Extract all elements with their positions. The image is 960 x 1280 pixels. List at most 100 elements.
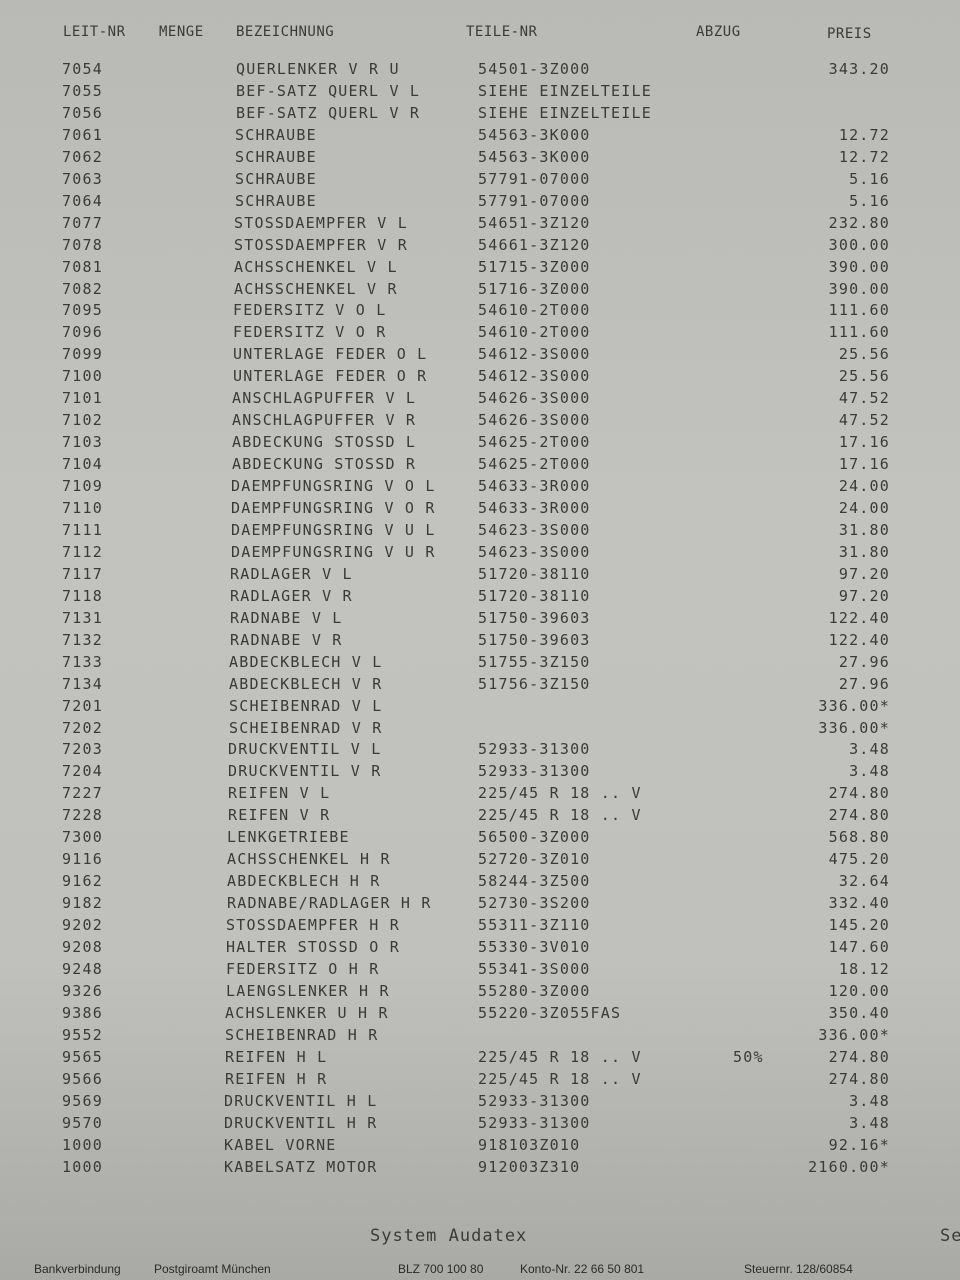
cell-teile-nr: 51756-3Z150 [478, 674, 591, 693]
table-row: 7117 RADLAGER V L 51720-38110 97.20 [0, 565, 960, 587]
cell-leit-nr: 9386 [62, 1003, 103, 1022]
cell-teile-nr: 54626-3S000 [478, 389, 591, 408]
cell-preis: 27.96 [838, 674, 890, 693]
cell-teile-nr: 54623-3S000 [478, 542, 591, 561]
cell-bezeichnung: ABDECKBLECH V L [229, 652, 383, 671]
table-row: 9182 RADNABE/RADLAGER H R 52730-3S200 332.4… [0, 894, 960, 916]
table-row: 7133 ABDECKBLECH V L 51755-3Z150 27.96 [0, 653, 960, 675]
cell-bezeichnung: REIFEN H L [225, 1047, 328, 1066]
cell-preis: 2160.00* [808, 1157, 890, 1176]
table-row: 9116 ACHSSCHENKEL H R 52720-3Z010 475.20 [0, 850, 960, 872]
table-row: 7109 DAEMPFUNGSRING V O L 54633-3R000 24.00 [0, 477, 960, 499]
footer-system: System Audatex [370, 1226, 528, 1246]
cell-bezeichnung: RADLAGER V R [230, 586, 353, 605]
cell-bezeichnung: LENKGETRIEBE [227, 828, 350, 847]
cell-bezeichnung: SCHRAUBE [235, 169, 317, 188]
table-row: 9202 STOSSDAEMPFER H R 55311-3Z110 145.20 [0, 916, 960, 938]
table-row: 7111 DAEMPFUNGSRING V U L 54623-3S000 31.80 [0, 521, 960, 543]
cell-teile-nr: 55220-3Z055FAS [478, 1003, 622, 1022]
cell-leit-nr: 7103 [62, 433, 103, 452]
cell-leit-nr: 7100 [62, 367, 103, 386]
table-row: 7228 REIFEN V R 225/45 R 18 .. V 274.80 [0, 806, 960, 828]
cell-bezeichnung: ACHSLENKER U H R [225, 1003, 389, 1022]
cell-teile-nr: 54610-2T000 [478, 301, 591, 320]
cell-leit-nr: 7117 [62, 564, 103, 583]
cell-bezeichnung: RADNABE/RADLAGER H R [227, 894, 432, 913]
cell-bezeichnung: SCHRAUBE [235, 147, 317, 166]
cell-leit-nr: 7133 [62, 652, 103, 671]
cell-bezeichnung: DRUCKVENTIL V L [228, 740, 382, 759]
cell-preis: 390.00 [828, 257, 890, 276]
table-row: 7300 LENKGETRIEBE 56500-3Z000 568.80 [0, 828, 960, 850]
cell-preis: 274.80 [828, 1047, 890, 1066]
table-row: 7102 ANSCHLAGPUFFER V R 54626-3S000 47.52 [0, 411, 960, 433]
table-row: 9326 LAENGSLENKER H R 55280-3Z000 120.00 [0, 982, 960, 1004]
cell-preis: 3.48 [849, 1091, 890, 1110]
cell-teile-nr: 57791-07000 [478, 191, 591, 210]
table-row: 7103 ABDECKUNG STOSSD L 54625-2T000 17.16 [0, 433, 960, 455]
cell-leit-nr: 7131 [62, 608, 103, 627]
cell-preis: 332.40 [828, 894, 890, 913]
cell-bezeichnung: UNTERLAGE FEDER O L [233, 345, 428, 364]
cell-bezeichnung: KABEL VORNE [224, 1135, 337, 1154]
cell-preis: 17.16 [838, 433, 890, 452]
cell-teile-nr: 55280-3Z000 [478, 981, 591, 1000]
cell-preis: 111.60 [828, 323, 890, 342]
bank-label: Bankverbindung [34, 1262, 121, 1276]
header-abzug: ABZUG [696, 24, 741, 40]
cell-leit-nr: 7077 [62, 213, 103, 232]
cell-bezeichnung: STOSSDAEMPFER V L [234, 213, 408, 232]
cell-leit-nr: 7204 [62, 762, 103, 781]
cell-bezeichnung: QUERLENKER V R U [236, 60, 400, 78]
cell-leit-nr: 7111 [62, 520, 103, 539]
cell-preis: 18.12 [838, 959, 890, 978]
cell-teile-nr: 58244-3Z500 [478, 872, 591, 891]
table-row: 7131 RADNABE V L 51750-39603 122.40 [0, 609, 960, 631]
table-row: 7054 QUERLENKER V R U 54501-3Z000 343.20 [0, 60, 960, 82]
cell-preis: 32.64 [838, 872, 890, 891]
cell-teile-nr: 51716-3Z000 [478, 279, 591, 298]
cell-teile-nr: 51720-38110 [478, 586, 591, 605]
cell-leit-nr: 9565 [62, 1047, 103, 1066]
cell-teile-nr: 54625-2T000 [478, 433, 591, 452]
cell-teile-nr: 57791-07000 [478, 169, 591, 188]
cell-bezeichnung: UNTERLAGE FEDER O R [233, 367, 428, 386]
cell-bezeichnung: LAENGSLENKER H R [226, 981, 390, 1000]
cell-preis: 31.80 [838, 520, 890, 539]
cell-teile-nr: 225/45 R 18 .. V [478, 784, 642, 803]
cell-teile-nr: 54563-3K000 [478, 147, 591, 166]
cell-preis: 31.80 [838, 542, 890, 561]
cell-bezeichnung: RADNABE V L [230, 608, 343, 627]
cell-preis: 3.48 [849, 762, 890, 781]
cell-teile-nr: 225/45 R 18 .. V [478, 806, 642, 825]
cell-leit-nr: 9570 [62, 1113, 103, 1132]
header-teile-nr: TEILE-NR [466, 24, 538, 40]
table-row: 7064 SCHRAUBE 57791-07000 5.16 [0, 192, 960, 214]
cell-bezeichnung: ABDECKBLECH V R [229, 674, 383, 693]
cell-bezeichnung: BEF-SATZ QUERL V R [236, 103, 421, 122]
bank-name: Postgiroamt München [154, 1262, 271, 1276]
cell-leit-nr: 7109 [62, 477, 103, 496]
table-row: 7118 RADLAGER V R 51720-38110 97.20 [0, 587, 960, 609]
cell-leit-nr: 7202 [62, 718, 103, 737]
table-row: 7134 ABDECKBLECH V R 51756-3Z150 27.96 [0, 675, 960, 697]
cell-leit-nr: 7118 [62, 586, 103, 605]
cell-teile-nr: 55330-3V010 [478, 938, 591, 956]
cell-teile-nr: 54661-3Z120 [478, 235, 591, 254]
cell-teile-nr: 54610-2T000 [478, 323, 591, 342]
cell-leit-nr: 9116 [62, 850, 103, 869]
cell-teile-nr: 52933-31300 [478, 1091, 591, 1110]
table-row: 1000 KABELSATZ MOTOR 912003Z310 2160.00* [0, 1158, 960, 1180]
cell-bezeichnung: SCHEIBENRAD V R [229, 718, 383, 737]
bank-blz: BLZ 700 100 80 [398, 1262, 484, 1276]
cell-leit-nr: 7203 [62, 740, 103, 759]
cell-leit-nr: 7081 [62, 257, 103, 276]
footer-fragment: Se [940, 1226, 960, 1246]
table-row: 9386 ACHSLENKER U H R 55220-3Z055FAS 350.40 [0, 1004, 960, 1026]
cell-bezeichnung: SCHRAUBE [235, 125, 317, 144]
cell-bezeichnung: STOSSDAEMPFER H R [226, 916, 400, 935]
cell-leit-nr: 7095 [62, 301, 103, 320]
cell-preis: 17.16 [838, 455, 890, 474]
cell-bezeichnung: ABDECKUNG STOSSD R [232, 455, 417, 474]
cell-leit-nr: 9569 [62, 1091, 103, 1110]
